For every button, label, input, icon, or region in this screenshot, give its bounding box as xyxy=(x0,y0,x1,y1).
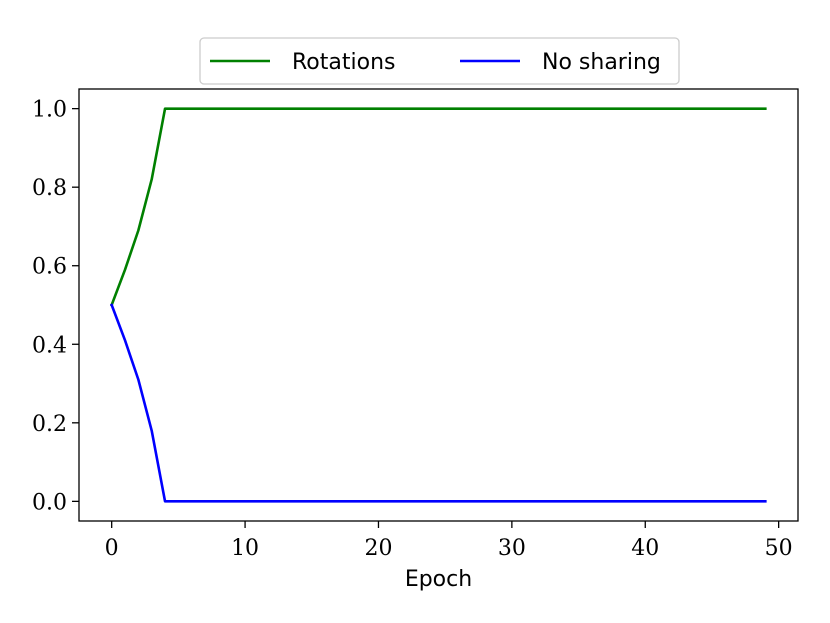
x-tick-label: 10 xyxy=(231,536,259,561)
y-tick-label: 1.0 xyxy=(32,98,67,123)
y-tick-label: 0.8 xyxy=(32,176,67,201)
legend-label-1: No sharing xyxy=(542,50,661,75)
x-axis-label: Epoch xyxy=(405,567,472,592)
y-tick-label: 0.2 xyxy=(32,412,67,437)
y-tick-label: 0.0 xyxy=(32,490,67,515)
plot-area xyxy=(79,89,798,521)
series-line-1 xyxy=(110,303,767,503)
legend-frame xyxy=(199,37,680,85)
plot-frame xyxy=(78,88,799,522)
x-tick-label: 20 xyxy=(364,536,392,561)
x-tick-label: 40 xyxy=(631,536,659,561)
y-tick-label: 0.6 xyxy=(32,255,67,280)
ticks-layer: 0 10 20 30 40 50 0.0 0.2 0.4 0.6 0.8 1.0 xyxy=(32,98,793,561)
x-tick-label: 50 xyxy=(765,536,793,561)
x-tick-label: 30 xyxy=(498,536,526,561)
y-tick-label: 0.4 xyxy=(32,333,67,358)
legend: Rotations No sharing xyxy=(199,37,680,85)
legend-label-0: Rotations xyxy=(292,50,395,75)
x-tick-label: 0 xyxy=(105,536,119,561)
legend-items: Rotations No sharing xyxy=(210,50,661,75)
series-layer xyxy=(110,107,767,503)
series-line-0 xyxy=(110,107,767,307)
